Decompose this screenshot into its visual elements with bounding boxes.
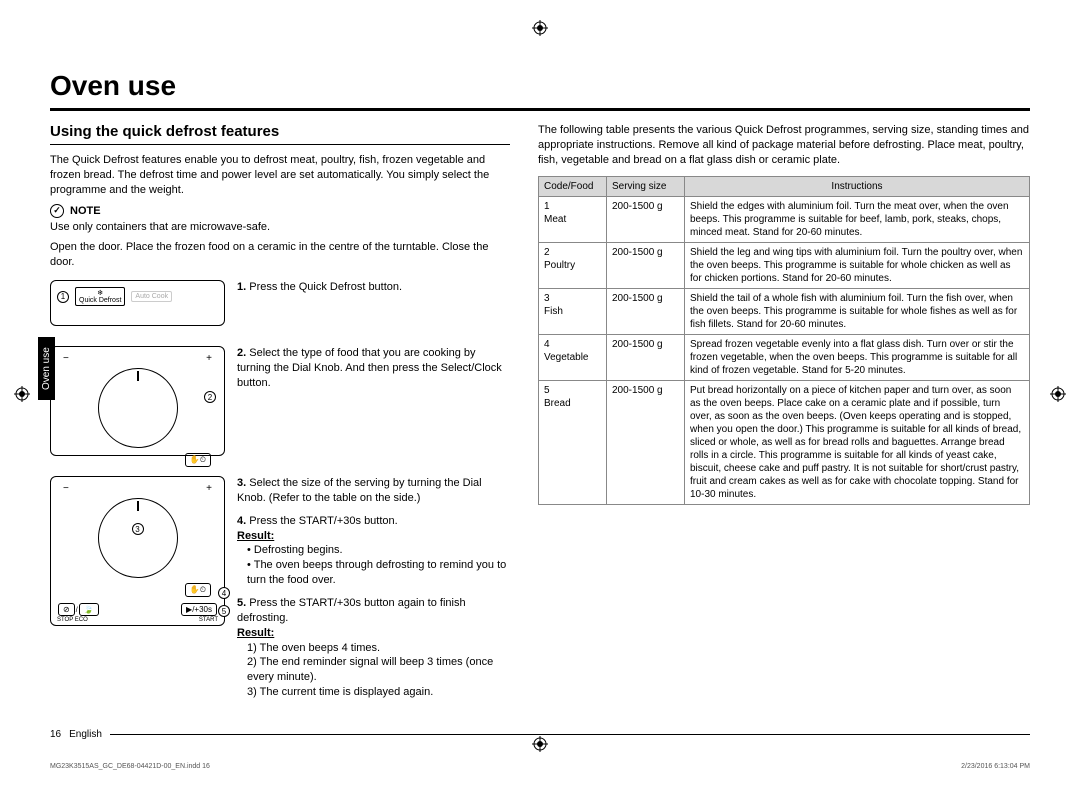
right-column: The following table presents the various…: [538, 123, 1030, 708]
result-label: Result:: [237, 530, 274, 542]
cell-size: 200-1500 g: [607, 380, 685, 504]
dial-icon: [98, 368, 178, 448]
cell-size: 200-1500 g: [607, 288, 685, 334]
step-1-block: 1 ❄ Quick Defrost Auto Cook 1. Press the…: [50, 280, 510, 336]
callout-2: 2: [204, 391, 216, 403]
th-code: Code/Food: [539, 176, 607, 196]
note-icon: ✓: [50, 204, 64, 218]
left-column: Using the quick defrost features The Qui…: [50, 123, 510, 708]
note-line-2: Open the door. Place the frozen food on …: [50, 240, 510, 270]
page-lang: English: [69, 729, 102, 740]
registration-mark-right: [1050, 386, 1066, 402]
cell-instr: Shield the edges with aluminium foil. Tu…: [685, 196, 1030, 242]
cell-code: 5Bread: [539, 380, 607, 504]
cell-instr: Spread frozen vegetable evenly into a fl…: [685, 334, 1030, 380]
step-2-block: −+ 2 ✋⏲ 2. Select the type of food that …: [50, 346, 510, 466]
select-clock-icon: ✋⏲: [185, 453, 211, 467]
print-footer: MG23K3515AS_GC_DE68-04421D-00_EN.indd 16…: [50, 763, 1030, 770]
print-footer-left: MG23K3515AS_GC_DE68-04421D-00_EN.indd 16: [50, 763, 210, 770]
page-number: 16: [50, 729, 61, 740]
registration-mark-left: [14, 386, 30, 402]
step5-r1: 1) The oven beeps 4 times.: [237, 641, 510, 656]
diagram-3: −+ 3 ✋⏲ ⊘/🍃 STOP ECO ▶/+30s START: [50, 476, 225, 626]
cell-code: 1Meat: [539, 196, 607, 242]
footer-rule: [110, 734, 1030, 735]
registration-mark-bottom: [532, 736, 548, 752]
table-row: 1Meat200-1500 gShield the edges with alu…: [539, 196, 1030, 242]
note-row: ✓ NOTE: [50, 204, 510, 218]
cell-instr: Shield the tail of a whole fish with alu…: [685, 288, 1030, 334]
step5-r3: 3) The current time is displayed again.: [237, 685, 510, 700]
callout-4: 4: [218, 587, 230, 599]
note-label: NOTE: [70, 205, 101, 217]
diagram-1: 1 ❄ Quick Defrost Auto Cook: [50, 280, 225, 326]
eco-btn-icon: 🍃: [79, 603, 99, 616]
section-title: Using the quick defrost features: [50, 123, 510, 145]
step-3: 3. Select the size of the serving by tur…: [237, 476, 510, 506]
step-4: 4. Press the START/+30s button. Result: …: [237, 514, 510, 588]
select-clock-icon-2: ✋⏲: [185, 583, 211, 597]
start-btn-icon: ▶/+30s: [181, 603, 217, 616]
quick-defrost-btn-icon: ❄ Quick Defrost: [75, 287, 125, 306]
callout-1: 1: [57, 291, 69, 303]
table-row: 4Vegetable200-1500 gSpread frozen vegeta…: [539, 334, 1030, 380]
step-1: 1. Press the Quick Defrost button.: [237, 280, 510, 295]
cell-instr: Shield the leg and wing tips with alumin…: [685, 242, 1030, 288]
right-intro: The following table presents the various…: [538, 123, 1030, 168]
callout-5: 5: [218, 605, 230, 617]
step-345-block: −+ 3 ✋⏲ ⊘/🍃 STOP ECO ▶/+30s START: [50, 476, 510, 708]
print-footer-right: 2/23/2016 6:13:04 PM: [961, 763, 1030, 770]
defrost-table: Code/Food Serving size Instructions 1Mea…: [538, 176, 1030, 505]
result-label-2: Result:: [237, 627, 274, 639]
note-line-1: Use only containers that are microwave-s…: [50, 220, 510, 235]
cell-instr: Put bread horizontally on a piece of kit…: [685, 380, 1030, 504]
auto-cook-btn-icon: Auto Cook: [131, 291, 172, 302]
step5-r2: 2) The end reminder signal will beep 3 t…: [237, 655, 510, 685]
callout-3: 3: [132, 523, 144, 535]
step4-bullet-1: • Defrosting begins.: [237, 543, 510, 558]
table-row: 5Bread200-1500 gPut bread horizontally o…: [539, 380, 1030, 504]
intro-text: The Quick Defrost features enable you to…: [50, 153, 510, 198]
stop-btn-icon: ⊘: [58, 603, 75, 616]
cell-size: 200-1500 g: [607, 242, 685, 288]
dial-icon-2: [98, 498, 178, 578]
diagram-2: −+ 2 ✋⏲: [50, 346, 225, 456]
cell-size: 200-1500 g: [607, 196, 685, 242]
cell-size: 200-1500 g: [607, 334, 685, 380]
cell-code: 2Poultry: [539, 242, 607, 288]
table-row: 2Poultry200-1500 gShield the leg and win…: [539, 242, 1030, 288]
cell-code: 4Vegetable: [539, 334, 607, 380]
step4-bullet-2: • The oven beeps through defrosting to r…: [237, 558, 510, 588]
cell-code: 3Fish: [539, 288, 607, 334]
page-title: Oven use: [50, 70, 1030, 111]
registration-mark-top: [532, 20, 548, 36]
th-instr: Instructions: [685, 176, 1030, 196]
step-2: 2. Select the type of food that you are …: [237, 346, 510, 391]
content-columns: Using the quick defrost features The Qui…: [50, 123, 1030, 708]
th-size: Serving size: [607, 176, 685, 196]
table-row: 3Fish200-1500 gShield the tail of a whol…: [539, 288, 1030, 334]
step-5: 5. Press the START/+30s button again to …: [237, 596, 510, 700]
